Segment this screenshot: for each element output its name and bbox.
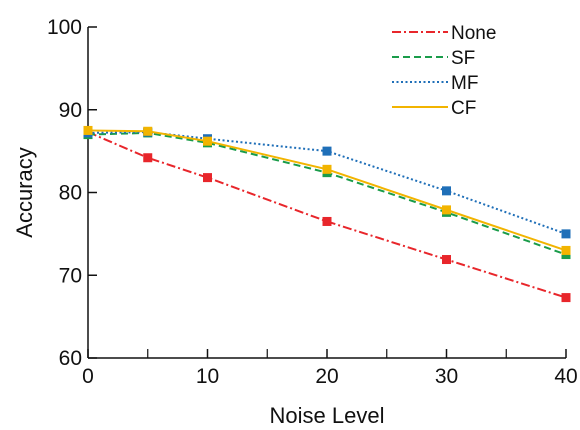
x-tick-label: 20	[315, 365, 338, 388]
y-tick-label: 60	[59, 347, 82, 370]
x-tick-label: 0	[82, 365, 94, 388]
data-point-cf	[83, 125, 93, 135]
legend: None SF MF CF	[392, 23, 496, 119]
y-tick-label: 90	[59, 99, 82, 122]
data-point-none	[143, 153, 153, 163]
data-point-cf	[143, 126, 153, 136]
data-point-cf	[322, 164, 332, 174]
y-tick-label: 70	[59, 264, 82, 287]
series-line-none	[87, 131, 567, 299]
legend-label-mf: MF	[451, 73, 478, 94]
x-tick-label: 10	[196, 365, 219, 388]
data-point-none	[203, 173, 212, 183]
legend-label-none: None	[451, 23, 496, 44]
data-point-none	[561, 293, 571, 303]
x-tick-label: 30	[435, 365, 458, 388]
x-tick-label: 40	[554, 365, 577, 388]
legend-label-sf: SF	[451, 48, 475, 69]
tick-marks	[87, 26, 567, 359]
axes	[87, 27, 566, 359]
data-point-cf	[442, 205, 451, 215]
data-point-mf	[322, 146, 332, 156]
series-line-mf	[87, 131, 567, 235]
tick-labels: 0 10 20 30 40 60 70 80 90 100	[47, 16, 578, 388]
y-tick-label: 80	[59, 182, 82, 205]
data-point-none	[442, 255, 451, 265]
series-layer	[83, 125, 571, 303]
y-axis-title: Accuracy	[12, 147, 37, 237]
data-point-none	[322, 216, 332, 226]
data-point-cf	[203, 136, 212, 146]
data-point-cf	[561, 245, 571, 255]
y-tick-label: 100	[47, 16, 82, 39]
data-point-mf	[561, 229, 571, 239]
series-line-cf	[87, 129, 567, 252]
legend-label-cf: CF	[451, 98, 476, 119]
data-point-mf	[442, 186, 451, 196]
x-axis-title: Noise Level	[270, 403, 385, 428]
